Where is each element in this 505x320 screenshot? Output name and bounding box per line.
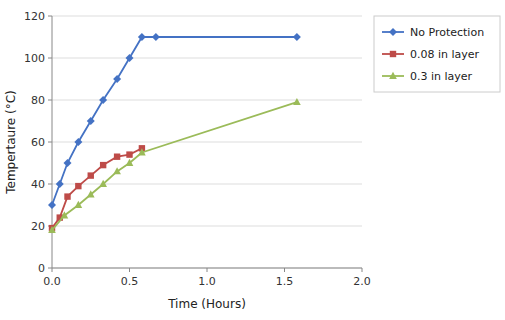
- y-tick: [48, 16, 52, 17]
- x-tick-label: 0.0: [43, 275, 61, 288]
- x-tick: [284, 268, 285, 272]
- grid-line: [52, 58, 362, 59]
- series-marker: [56, 180, 64, 188]
- y-tick-label: 80: [31, 94, 45, 107]
- grid-line: [52, 226, 362, 227]
- series-marker: [126, 54, 134, 62]
- y-tick: [48, 184, 52, 185]
- x-tick: [207, 268, 208, 272]
- y-tick: [48, 268, 52, 269]
- x-tick: [362, 268, 363, 272]
- series-marker: [64, 193, 70, 199]
- series-marker: [99, 96, 107, 104]
- series-line: [52, 102, 297, 230]
- y-axis-label: Tempertaure (°C): [4, 90, 18, 195]
- x-axis: [52, 268, 362, 269]
- series-marker: [113, 75, 121, 83]
- series-marker: [114, 154, 120, 160]
- grid-line: [52, 142, 362, 143]
- legend-marker: [389, 28, 397, 36]
- y-tick: [48, 100, 52, 101]
- y-tick: [48, 142, 52, 143]
- series-marker: [138, 148, 146, 155]
- y-tick-label: 120: [24, 10, 45, 23]
- series-marker: [61, 211, 69, 218]
- legend: No Protection 0.08 in layer 0.3 in layer: [374, 16, 500, 92]
- grid-line: [52, 184, 362, 185]
- grid-line: [52, 268, 362, 269]
- series-marker: [126, 151, 132, 157]
- series-line: [52, 37, 297, 205]
- y-tick-label: 40: [31, 178, 45, 191]
- x-tick-label: 1.5: [276, 275, 294, 288]
- x-tick: [52, 268, 53, 272]
- series-marker: [64, 159, 72, 167]
- grid-line: [52, 16, 362, 17]
- series-marker: [87, 117, 95, 125]
- y-tick-label: 20: [31, 220, 45, 233]
- series-marker: [293, 98, 301, 105]
- series-marker: [48, 226, 56, 233]
- series-marker: [87, 190, 95, 197]
- legend-label: No Protection: [410, 26, 484, 39]
- legend-marker: [390, 51, 396, 57]
- series-marker: [75, 201, 83, 208]
- series-marker: [113, 167, 121, 174]
- series-marker: [138, 33, 146, 41]
- legend-label: 0.08 in layer: [410, 48, 480, 61]
- series-marker: [75, 183, 81, 189]
- series-marker: [99, 180, 107, 187]
- series-marker: [88, 172, 94, 178]
- x-tick-label: 2.0: [353, 275, 371, 288]
- x-tick-label: 0.5: [121, 275, 139, 288]
- x-tick-label: 1.0: [198, 275, 216, 288]
- legend-marker: [389, 72, 397, 79]
- legend-box: [374, 16, 500, 92]
- y-tick: [48, 58, 52, 59]
- series-marker: [293, 33, 301, 41]
- x-axis-label: Time (Hours): [167, 297, 246, 311]
- y-tick-label: 60: [31, 136, 45, 149]
- x-tick: [129, 268, 130, 272]
- y-tick-label: 0: [38, 262, 45, 275]
- y-tick-label: 100: [24, 52, 45, 65]
- chart: 0 20 40 60 80 100 120 0.0 0.5 1.0 1.5 2.0 Time (Hour…: [0, 0, 505, 320]
- series-marker: [126, 159, 134, 166]
- plot-area: [48, 33, 301, 233]
- series-marker: [152, 33, 160, 41]
- series-marker: [100, 162, 106, 168]
- series-marker: [48, 201, 56, 209]
- grid-line: [52, 100, 362, 101]
- series-marker: [74, 138, 82, 146]
- legend-label: 0.3 in layer: [410, 70, 473, 83]
